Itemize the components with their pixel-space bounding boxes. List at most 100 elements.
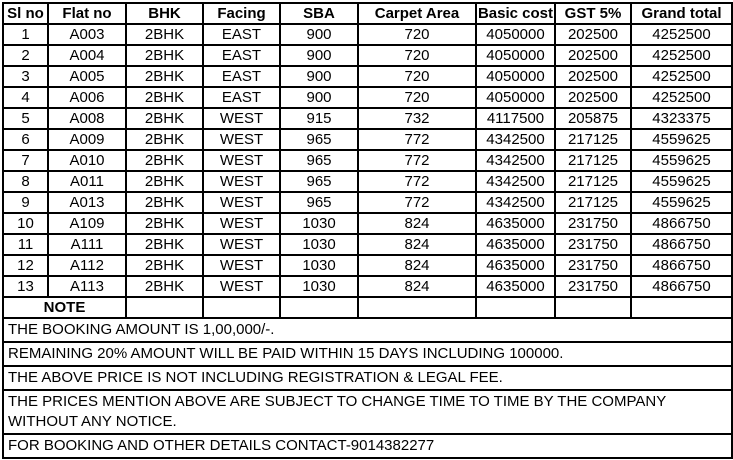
table-cell: EAST — [202, 86, 281, 109]
table-cell: 824 — [357, 212, 477, 235]
table-cell: 965 — [279, 128, 359, 151]
table-cell: 202500 — [554, 65, 632, 88]
table-cell: 217125 — [554, 191, 632, 214]
table-cell: 1030 — [279, 275, 359, 298]
table-cell: 772 — [357, 128, 477, 151]
table-cell: 4866750 — [630, 275, 733, 298]
table-cell: 4050000 — [475, 44, 556, 67]
table-cell: 900 — [279, 23, 359, 46]
table-cell: 4635000 — [475, 275, 556, 298]
table-cell: 1030 — [279, 254, 359, 277]
table-cell: WEST — [202, 212, 281, 235]
table-cell: A111 — [47, 233, 127, 256]
table-cell: 12 — [2, 254, 49, 277]
table-cell: 2BHK — [125, 170, 204, 193]
table-cell: 915 — [279, 107, 359, 130]
table-cell: 9 — [2, 191, 49, 214]
empty-cell — [279, 296, 359, 319]
table-cell: A109 — [47, 212, 127, 235]
table-cell: WEST — [202, 149, 281, 172]
table-cell: 965 — [279, 149, 359, 172]
table-cell: A005 — [47, 65, 127, 88]
table-cell: 231750 — [554, 254, 632, 277]
table-cell: 4050000 — [475, 23, 556, 46]
table-cell: A009 — [47, 128, 127, 151]
table-cell: EAST — [202, 23, 281, 46]
empty-cell — [125, 296, 204, 319]
table-cell: 10 — [2, 212, 49, 235]
table-cell: 900 — [279, 86, 359, 109]
table-cell: 231750 — [554, 233, 632, 256]
table-cell: 2BHK — [125, 275, 204, 298]
table-cell: 4323375 — [630, 107, 733, 130]
empty-cell — [630, 296, 733, 319]
table-cell: 732 — [357, 107, 477, 130]
table-cell: 720 — [357, 65, 477, 88]
header-cell: Basic cost — [475, 2, 556, 25]
table-cell: EAST — [202, 44, 281, 67]
table-cell: 824 — [357, 233, 477, 256]
table-cell: A113 — [47, 275, 127, 298]
table-cell: 2BHK — [125, 23, 204, 46]
table-cell: 4342500 — [475, 149, 556, 172]
table-cell: 7 — [2, 149, 49, 172]
table-cell: 231750 — [554, 212, 632, 235]
table-row: 13 A113 2BHK WEST 1030 824 4635000 231750 486675… — [2, 275, 733, 298]
table-cell: A006 — [47, 86, 127, 109]
table-cell: 11 — [2, 233, 49, 256]
note-line-row: THE PRICES MENTION ABOVE ARE SUBJECT TO … — [2, 389, 733, 435]
table-cell: 4117500 — [475, 107, 556, 130]
table-cell: 6 — [2, 128, 49, 151]
table-cell: EAST — [202, 65, 281, 88]
table-cell: 13 — [2, 275, 49, 298]
table-row: 1 A003 2BHK EAST 900 720 4050000 202500 4252500 — [2, 23, 733, 46]
note-line: THE ABOVE PRICE IS NOT INCLUDING REGISTR… — [2, 365, 733, 391]
header-cell: Flat no — [47, 2, 127, 25]
table-cell: 4252500 — [630, 23, 733, 46]
table-cell: 4252500 — [630, 86, 733, 109]
table-cell: 4635000 — [475, 254, 556, 277]
table-cell: 217125 — [554, 149, 632, 172]
table-row: 2 A004 2BHK EAST 900 720 4050000 202500 4252500 — [2, 44, 733, 67]
table-row: 11 A111 2BHK WEST 1030 824 4635000 231750 486675… — [2, 233, 733, 256]
table-cell: 4342500 — [475, 170, 556, 193]
table-cell: 4559625 — [630, 128, 733, 151]
header-cell: Sl no — [2, 2, 49, 25]
header-cell: Grand total — [630, 2, 733, 25]
table-cell: 965 — [279, 170, 359, 193]
table-cell: 8 — [2, 170, 49, 193]
table-cell: 202500 — [554, 44, 632, 67]
table-row: 7 A010 2BHK WEST 965 772 4342500 217125 4559625 — [2, 149, 733, 172]
table-cell: 720 — [357, 44, 477, 67]
header-row: Sl no Flat no BHK Facing SBA Carpet Area Basic… — [2, 2, 733, 25]
table-cell: 4866750 — [630, 254, 733, 277]
table-row: 5 A008 2BHK WEST 915 732 4117500 205875 4323375 — [2, 107, 733, 130]
table-cell: 824 — [357, 275, 477, 298]
table-cell: A008 — [47, 107, 127, 130]
table-cell: 720 — [357, 86, 477, 109]
note-line: THE PRICES MENTION ABOVE ARE SUBJECT TO … — [2, 389, 733, 435]
note-label-cell: NOTE — [2, 296, 127, 319]
table-cell: 4635000 — [475, 233, 556, 256]
table-cell: 4559625 — [630, 191, 733, 214]
table-cell: WEST — [202, 275, 281, 298]
table-cell: 720 — [357, 23, 477, 46]
empty-cell — [475, 296, 556, 319]
table-cell: 3 — [2, 65, 49, 88]
table-cell: 4050000 — [475, 86, 556, 109]
table-cell: WEST — [202, 254, 281, 277]
table-row: 10 A109 2BHK WEST 1030 824 4635000 231750 486675… — [2, 212, 733, 235]
table-cell: 4252500 — [630, 65, 733, 88]
table-cell: WEST — [202, 233, 281, 256]
table-row: 6 A009 2BHK WEST 965 772 4342500 217125 4559625 — [2, 128, 733, 151]
table-cell: 2BHK — [125, 233, 204, 256]
header-cell: SBA — [279, 2, 359, 25]
header-cell: BHK — [125, 2, 204, 25]
table-cell: 202500 — [554, 23, 632, 46]
table-cell: 2BHK — [125, 191, 204, 214]
table-cell: WEST — [202, 191, 281, 214]
table-cell: A004 — [47, 44, 127, 67]
table-cell: 5 — [2, 107, 49, 130]
table-cell: A003 — [47, 23, 127, 46]
